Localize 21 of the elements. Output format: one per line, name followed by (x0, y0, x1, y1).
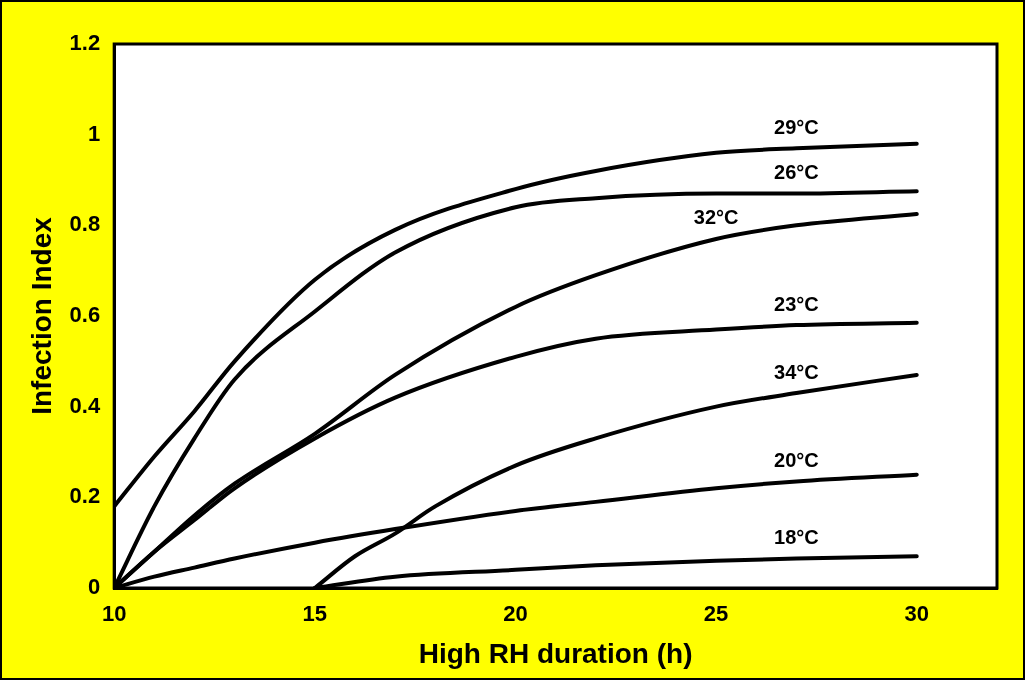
y-tick-label: 0.4 (69, 392, 101, 418)
series-label: 29°C (774, 115, 819, 138)
series-label: 26°C (774, 161, 819, 184)
series-label: 20°C (774, 448, 819, 471)
x-tick-label: 15 (302, 601, 328, 627)
series-label: 34°C (774, 360, 819, 383)
series-label: 18°C (774, 526, 819, 549)
y-tick-label: 0.8 (69, 211, 101, 237)
y-tick-label: 0.2 (69, 483, 101, 509)
y-tick-label: 0.6 (69, 302, 101, 328)
y-tick-label: 1 (87, 120, 101, 146)
x-tick-label: 25 (703, 601, 729, 627)
series-label: 32°C (693, 206, 739, 229)
x-axis-title: High RH duration (h) (418, 637, 693, 669)
y-tick-label: 0 (87, 574, 101, 600)
y-axis-title: Infection Index (25, 216, 57, 415)
x-tick-label: 30 (904, 601, 929, 627)
series-label: 23°C (774, 292, 819, 315)
y-tick-label: 1.2 (69, 30, 101, 56)
x-tick-label: 10 (101, 601, 127, 627)
x-tick-label: 20 (503, 601, 528, 627)
